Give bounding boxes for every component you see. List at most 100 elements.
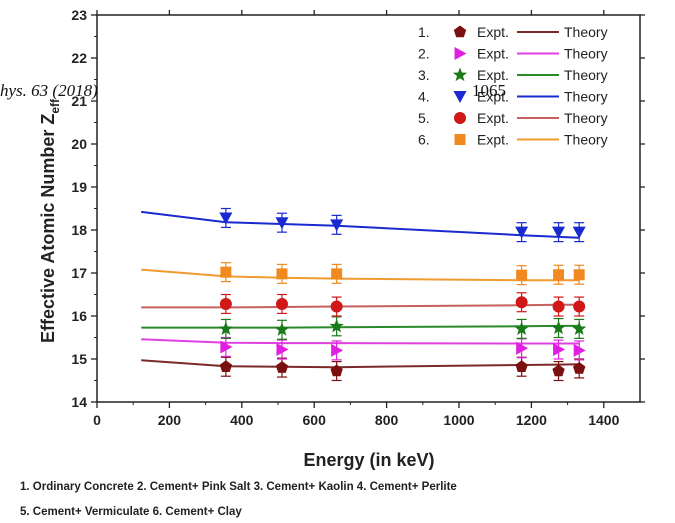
legend-marker-4	[453, 91, 467, 103]
journal-header: hys. 63 (2018)	[0, 81, 98, 100]
expt-point-2	[573, 343, 586, 357]
series-2	[141, 336, 586, 361]
expt-point-3	[514, 321, 529, 335]
expt-point-1	[573, 362, 586, 374]
y-tick-label: 21	[71, 93, 87, 109]
legend-marker-1	[453, 25, 467, 38]
legend-expt-label: Expt.	[477, 132, 509, 148]
expt-point-3	[218, 321, 233, 335]
legend-expt-label: Expt.	[477, 24, 509, 40]
expt-point-6	[220, 266, 232, 278]
expt-point-5	[219, 297, 232, 310]
y-tick-label: 20	[71, 136, 87, 152]
expt-point-4	[219, 212, 233, 225]
x-tick-label: 1000	[443, 412, 474, 428]
x-axis-title: Energy (in keV)	[303, 450, 434, 470]
expt-point-3	[572, 321, 587, 335]
expt-point-6	[573, 269, 585, 281]
x-tick-label: 0	[93, 412, 101, 428]
y-tick-label: 23	[71, 7, 87, 23]
expt-point-3	[329, 318, 344, 333]
legend-theory-label: Theory	[564, 46, 608, 62]
figure-caption-line-2: 5. Cement+ Vermiculate 6. Cement+ Clay	[20, 506, 242, 518]
y-axis-title-main: Effective Atomic Number Z	[38, 114, 58, 343]
expt-point-5	[275, 297, 288, 310]
x-tick-label: 1400	[588, 412, 619, 428]
y-tick-label: 15	[71, 351, 87, 367]
expt-point-2	[220, 340, 233, 354]
expt-point-5	[573, 300, 586, 313]
expt-point-1	[219, 360, 233, 372]
expt-point-5	[515, 296, 528, 309]
series-3	[141, 316, 587, 340]
legend-number-2: 2.	[418, 46, 430, 62]
y-axis-title-group: Effective Atomic Number Zeff	[38, 98, 62, 343]
expt-point-6	[553, 269, 565, 281]
y-tick-label: 17	[71, 265, 87, 281]
legend-theory-label: Theory	[564, 89, 608, 105]
data-series	[141, 207, 587, 382]
expt-point-1	[515, 360, 528, 372]
theory-line-6	[141, 268, 580, 282]
expt-point-2	[276, 343, 289, 357]
legend-marker-6	[454, 134, 466, 145]
series-4	[141, 207, 586, 243]
theory-line-3	[141, 324, 580, 329]
expt-point-2	[553, 343, 566, 357]
legend-number-5: 5.	[418, 110, 430, 126]
expt-point-1	[330, 364, 343, 377]
legend-number-1: 1.	[418, 24, 430, 40]
x-tick-label: 400	[230, 412, 254, 428]
y-tick-label: 19	[71, 179, 87, 195]
expt-point-6	[276, 268, 288, 280]
legend-expt-label: Expt.	[477, 110, 509, 126]
y-tick-label: 16	[71, 308, 87, 324]
y-tick-label: 14	[71, 394, 87, 410]
legend-marker-3	[452, 67, 468, 82]
series-5	[141, 292, 586, 317]
legend-theory-label: Theory	[564, 67, 608, 83]
expt-point-5	[330, 300, 343, 313]
legend-theory-label: Theory	[564, 24, 608, 40]
x-tick-label: 800	[375, 412, 399, 428]
theory-line-4	[141, 210, 580, 239]
y-axis-title-subscript: eff	[48, 98, 62, 114]
legend-number-6: 6.	[418, 132, 430, 148]
legend-expt-label: Expt.	[477, 46, 509, 62]
legend-expt-label: Expt.	[477, 89, 509, 105]
legend-expt-label: Expt.	[477, 67, 509, 83]
expt-point-4	[552, 226, 566, 239]
legend-marker-2	[454, 47, 467, 60]
expt-point-1	[275, 361, 289, 373]
axes: 0 200 400 600 800 1000 1200 1400 14 15 16 17 18 19 20 2…	[71, 7, 645, 428]
expt-point-4	[330, 219, 344, 232]
expt-point-4	[515, 226, 529, 239]
series-6	[141, 262, 585, 286]
expt-point-2	[516, 341, 529, 355]
theory-line-1	[141, 359, 580, 369]
expt-point-3	[551, 320, 566, 335]
y-tick-label: 22	[71, 50, 87, 66]
theory-line-5	[141, 303, 580, 309]
legend-number-4: 4.	[418, 89, 430, 105]
expt-point-6	[331, 268, 343, 280]
series-1	[141, 356, 586, 382]
expt-point-2	[331, 343, 344, 357]
legend-theory-label: Theory	[564, 110, 608, 126]
expt-point-4	[275, 217, 289, 230]
x-tick-label: 200	[158, 412, 182, 428]
legend-marker-5	[454, 112, 466, 124]
expt-point-1	[552, 364, 565, 377]
y-axis-title: Effective Atomic Number Zeff	[38, 98, 62, 343]
x-tick-label: 1200	[516, 412, 547, 428]
expt-point-5	[552, 300, 565, 313]
figure-caption-line-1: 1. Ordinary Concrete 2. Cement+ Pink Sal…	[20, 481, 457, 493]
legend-number-3: 3.	[418, 67, 430, 83]
page-number: 1065	[472, 81, 506, 100]
legend-theory-label: Theory	[564, 132, 608, 148]
x-tick-label: 600	[303, 412, 327, 428]
expt-point-6	[516, 269, 528, 281]
expt-point-4	[572, 226, 586, 239]
legend: 1. Expt. Theory 2. Expt. Theory 3. Expt. Theory 4…	[418, 24, 608, 148]
